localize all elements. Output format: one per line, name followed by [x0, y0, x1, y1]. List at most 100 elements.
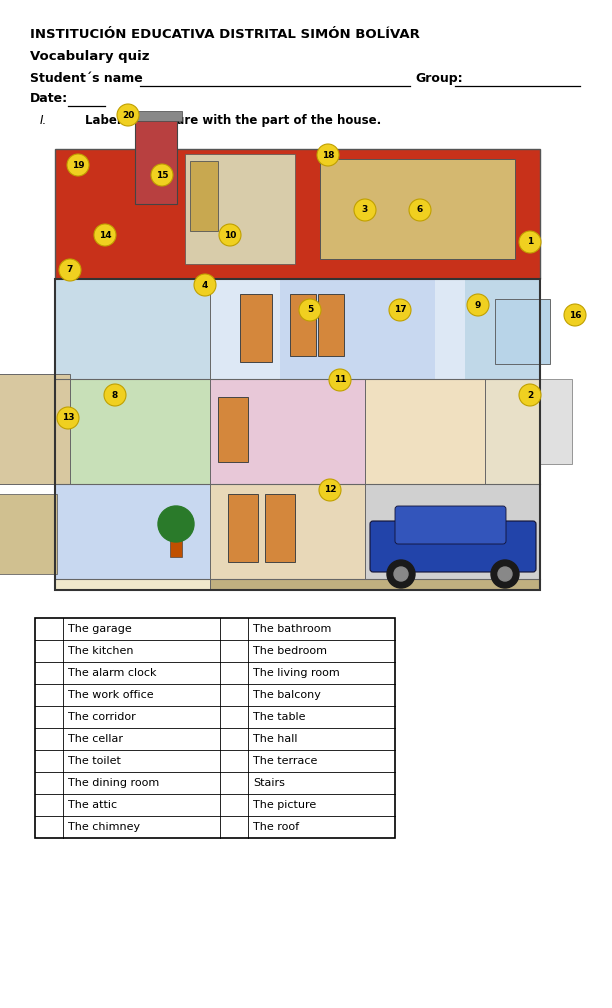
Text: 13: 13 [62, 413, 74, 422]
Text: The garage: The garage [68, 624, 132, 634]
Text: The dining room: The dining room [68, 778, 159, 788]
Bar [365, 484, 540, 579]
Bar [210, 379, 365, 484]
Text: The toilet: The toilet [68, 756, 121, 766]
Text: 11: 11 [334, 376, 346, 384]
Bar [135, 119, 177, 204]
Circle shape [94, 224, 116, 246]
Text: 6: 6 [417, 206, 423, 215]
Bar [55, 279, 210, 379]
Circle shape [389, 299, 411, 321]
Circle shape [194, 274, 216, 296]
Bar [318, 294, 344, 356]
Text: The alarm clock: The alarm clock [68, 668, 157, 678]
Text: Vocabulary quiz: Vocabulary quiz [30, 50, 149, 62]
Bar [485, 379, 540, 484]
Text: Stairs: Stairs [253, 778, 285, 788]
Text: 12: 12 [324, 486, 336, 495]
Text: 4: 4 [202, 280, 208, 289]
Text: 3: 3 [362, 206, 368, 215]
Circle shape [354, 199, 376, 221]
Bar [55, 149, 540, 279]
Text: 8: 8 [112, 390, 118, 399]
Bar [540, 379, 572, 464]
FancyBboxPatch shape [370, 521, 536, 572]
Circle shape [299, 299, 321, 321]
Text: 15: 15 [155, 170, 168, 179]
Circle shape [329, 369, 351, 391]
Text: The work office: The work office [68, 690, 154, 700]
Text: The terrace: The terrace [253, 756, 318, 766]
Circle shape [564, 304, 586, 326]
Circle shape [394, 566, 408, 581]
Circle shape [117, 104, 139, 126]
Bar [228, 494, 258, 562]
Circle shape [67, 154, 89, 176]
Text: The bathroom: The bathroom [253, 624, 331, 634]
Bar [210, 484, 365, 579]
FancyBboxPatch shape [395, 506, 506, 544]
Text: 20: 20 [122, 111, 134, 120]
Circle shape [57, 407, 79, 429]
Text: 9: 9 [475, 300, 481, 309]
Bar [0, 494, 57, 574]
Bar [280, 279, 435, 379]
Text: I.: I. [40, 114, 47, 127]
Circle shape [104, 384, 126, 406]
Text: The bedroom: The bedroom [253, 646, 327, 656]
Bar [320, 159, 515, 259]
Bar [240, 294, 272, 362]
Circle shape [317, 144, 339, 166]
Text: INSTITUCIÓN EDUCATIVA DISTRITAL SIMÓN BOLÍVAR: INSTITUCIÓN EDUCATIVA DISTRITAL SIMÓN BO… [30, 28, 420, 41]
Circle shape [519, 231, 541, 253]
Text: The living room: The living room [253, 668, 340, 678]
Text: The kitchen: The kitchen [68, 646, 133, 656]
Text: Student´s name: Student´s name [30, 72, 143, 85]
Circle shape [151, 164, 173, 186]
Circle shape [158, 506, 194, 542]
Text: 17: 17 [394, 305, 406, 314]
Bar [210, 579, 540, 590]
Text: Label the picture with the part of the house.: Label the picture with the part of the h… [85, 114, 381, 127]
Text: 18: 18 [322, 150, 334, 159]
Text: 7: 7 [67, 265, 73, 274]
Text: 10: 10 [224, 231, 236, 240]
Circle shape [498, 566, 512, 581]
Bar [0, 374, 70, 484]
Text: 1: 1 [527, 238, 533, 247]
Bar [55, 279, 540, 590]
Bar [465, 279, 540, 379]
Text: 16: 16 [569, 310, 581, 320]
Text: The roof: The roof [253, 822, 299, 832]
Bar [265, 494, 295, 562]
Text: 19: 19 [72, 160, 84, 169]
Text: The chimney: The chimney [68, 822, 140, 832]
Bar [290, 294, 316, 356]
Bar [365, 379, 485, 484]
Bar [55, 279, 540, 590]
Circle shape [319, 479, 341, 501]
Circle shape [59, 259, 81, 281]
Circle shape [467, 294, 489, 316]
Text: Group:: Group: [415, 72, 463, 85]
Bar [130, 111, 182, 121]
Text: The attic: The attic [68, 800, 117, 810]
Bar [55, 379, 210, 484]
Bar [210, 279, 540, 379]
Text: 5: 5 [307, 305, 313, 314]
Text: The cellar: The cellar [68, 734, 123, 744]
Text: 2: 2 [527, 390, 533, 399]
Bar [185, 154, 295, 264]
Bar [35, 618, 395, 838]
Text: Date:: Date: [30, 92, 68, 105]
Text: The picture: The picture [253, 800, 316, 810]
Circle shape [491, 560, 519, 588]
Bar [55, 484, 210, 579]
Bar [190, 161, 218, 231]
Bar [495, 299, 550, 364]
Circle shape [219, 224, 241, 246]
Text: The balcony: The balcony [253, 690, 321, 700]
Circle shape [519, 384, 541, 406]
Text: The hall: The hall [253, 734, 297, 744]
Bar [218, 397, 248, 462]
